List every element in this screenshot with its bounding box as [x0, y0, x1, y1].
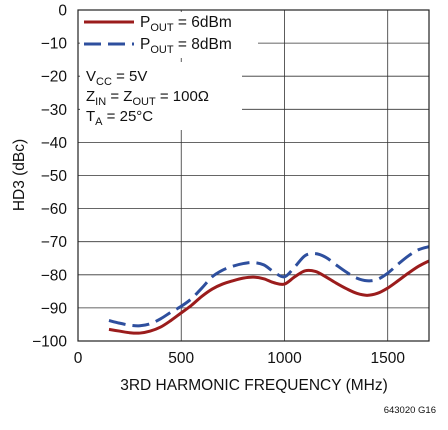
plot-frame — [77, 9, 430, 342]
y-tick-label: −20 — [41, 69, 68, 86]
y-tick-label: −30 — [41, 102, 68, 119]
annotation-ta: TA = 25°C — [86, 108, 153, 128]
series-layer — [108, 245, 430, 335]
legend-box — [80, 12, 258, 58]
series-line-8dbm — [108, 245, 430, 328]
y-axis-title: HD3 (dBc) — [11, 139, 28, 211]
grid — [78, 10, 429, 341]
legend: POUT = 6dBm POUT = 8dBm — [80, 12, 258, 58]
series-line-6dbm — [108, 259, 430, 335]
y-tick-label: −50 — [41, 168, 68, 185]
legend-label-8dbm: POUT = 8dBm — [140, 36, 232, 56]
legend-label-6dbm: POUT = 6dBm — [140, 14, 232, 34]
y-tick-labels: 0 −10 −20 −30 −40 −50 −60 −70 −80 −90 −100 — [32, 3, 67, 351]
x-tick-label: 1000 — [267, 350, 302, 367]
x-tick-label: 500 — [168, 350, 194, 367]
x-tick-label: 1500 — [370, 350, 405, 367]
y-tick-label: −80 — [41, 267, 68, 284]
annotation-box — [80, 62, 242, 130]
y-tick-label: −100 — [32, 334, 67, 351]
y-tick-label: −60 — [41, 201, 68, 218]
figure-id: 643020 G16 — [384, 405, 436, 416]
y-tick-label: −40 — [41, 135, 68, 152]
annotation-zin: ZIN = ZOUT = 100Ω — [86, 88, 209, 108]
y-tick-label: −70 — [41, 234, 68, 251]
x-axis-title: 3RD HARMONIC FREQUENCY (MHz) — [120, 377, 388, 394]
y-tick-label: 0 — [58, 3, 67, 20]
x-tick-label: 0 — [74, 350, 83, 367]
annotation-vcc: VCC = 5V — [86, 68, 147, 88]
y-tick-label: −90 — [41, 300, 68, 317]
y-tick-label: −10 — [41, 36, 68, 53]
x-tick-labels: 0 500 1000 1500 — [74, 350, 406, 367]
